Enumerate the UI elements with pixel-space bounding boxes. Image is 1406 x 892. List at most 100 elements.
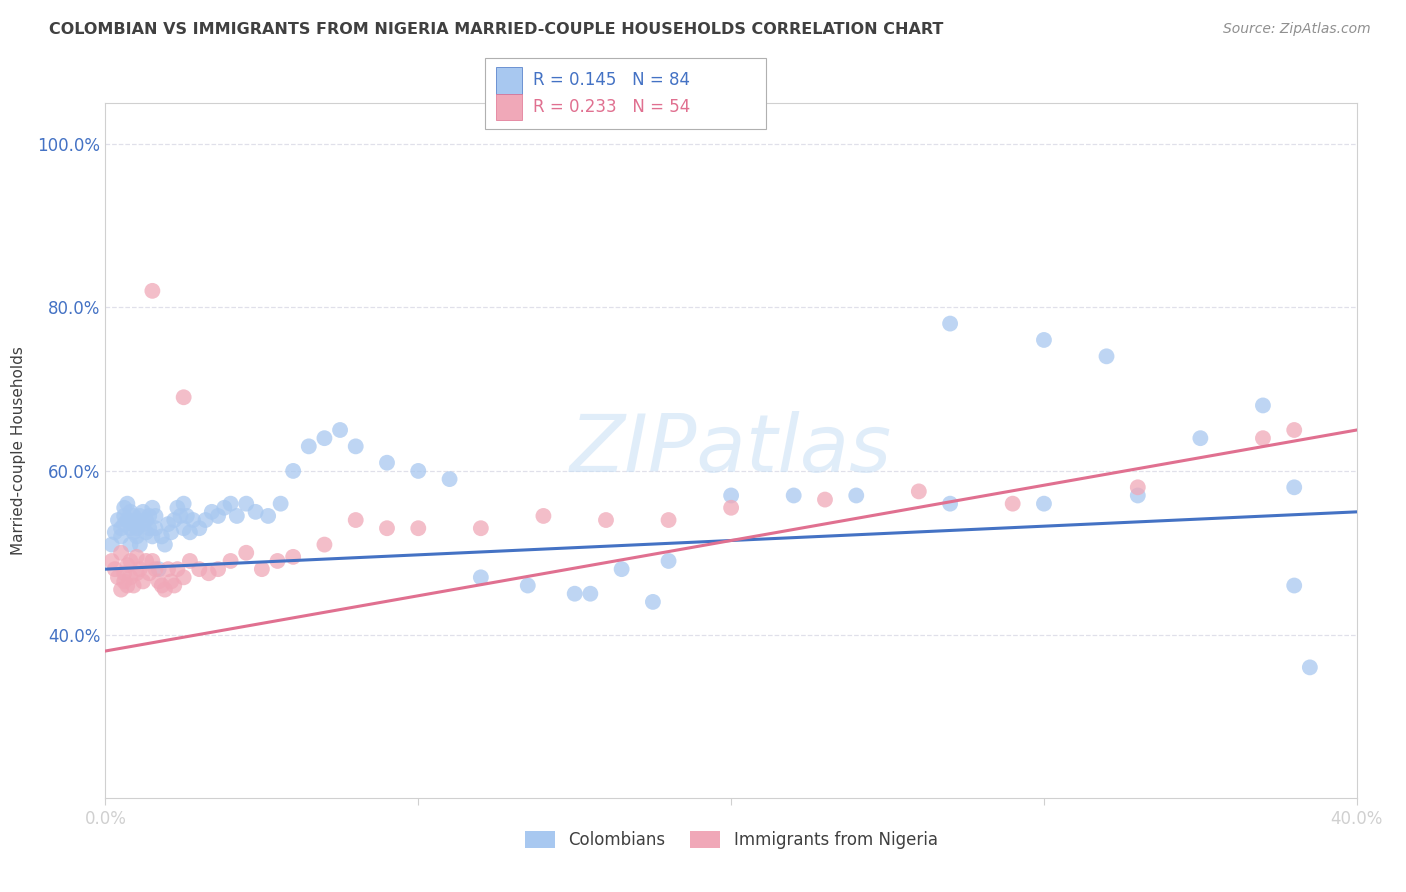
Point — [207, 562, 229, 576]
Point — [125, 529, 148, 543]
Point — [173, 390, 195, 404]
Point — [181, 513, 204, 527]
Point — [344, 513, 367, 527]
Point — [117, 513, 139, 527]
Point — [153, 538, 176, 552]
Point — [132, 517, 155, 532]
Point — [148, 574, 170, 589]
Point — [235, 497, 257, 511]
Point — [1032, 333, 1054, 347]
Point — [720, 500, 742, 515]
Point — [110, 521, 132, 535]
Point — [720, 488, 742, 502]
Point — [1001, 497, 1024, 511]
Point — [138, 508, 160, 523]
Point — [188, 521, 211, 535]
Point — [122, 578, 145, 592]
Point — [1251, 431, 1274, 445]
Point — [298, 439, 321, 453]
Point — [344, 439, 367, 453]
Point — [166, 562, 188, 576]
Point — [166, 500, 188, 515]
Point — [194, 513, 217, 527]
Point — [107, 570, 129, 584]
Point — [939, 317, 962, 331]
Point — [150, 578, 173, 592]
Point — [122, 517, 145, 532]
Text: R = 0.233   N = 54: R = 0.233 N = 54 — [533, 98, 690, 116]
Point — [100, 554, 122, 568]
Point — [135, 513, 157, 527]
Point — [125, 566, 148, 581]
Point — [122, 508, 145, 523]
Point — [110, 546, 132, 560]
Point — [120, 505, 142, 519]
Point — [120, 538, 142, 552]
Point — [219, 554, 242, 568]
Point — [112, 566, 135, 581]
Point — [145, 508, 167, 523]
Point — [122, 525, 145, 540]
Point — [314, 431, 336, 445]
Point — [173, 570, 195, 584]
Point — [1095, 349, 1118, 363]
Point — [188, 562, 211, 576]
Point — [128, 562, 150, 576]
Point — [104, 562, 127, 576]
Point — [112, 500, 135, 515]
Point — [128, 538, 150, 552]
Legend: Colombians, Immigrants from Nigeria: Colombians, Immigrants from Nigeria — [517, 824, 945, 856]
Point — [179, 554, 201, 568]
Point — [138, 566, 160, 581]
Point — [1299, 660, 1322, 674]
Point — [163, 513, 186, 527]
Point — [148, 562, 170, 576]
Point — [125, 549, 148, 564]
Point — [1126, 488, 1149, 502]
Point — [408, 464, 430, 478]
Point — [176, 508, 198, 523]
Point — [173, 497, 195, 511]
Text: COLOMBIAN VS IMMIGRANTS FROM NIGERIA MARRIED-COUPLE HOUSEHOLDS CORRELATION CHART: COLOMBIAN VS IMMIGRANTS FROM NIGERIA MAR… — [49, 22, 943, 37]
Point — [160, 574, 183, 589]
Point — [132, 574, 155, 589]
Point — [163, 578, 186, 592]
Point — [814, 492, 837, 507]
Text: ZIPatlas: ZIPatlas — [569, 411, 893, 490]
Point — [120, 570, 142, 584]
Point — [641, 595, 664, 609]
Point — [141, 500, 163, 515]
Point — [564, 587, 586, 601]
Point — [270, 497, 292, 511]
Point — [908, 484, 931, 499]
Point — [658, 554, 681, 568]
Point — [112, 508, 135, 523]
Point — [138, 521, 160, 535]
Point — [257, 508, 280, 523]
Point — [470, 570, 492, 584]
Y-axis label: Married-couple Households: Married-couple Households — [11, 346, 27, 555]
Point — [1282, 480, 1305, 494]
Point — [125, 521, 148, 535]
Point — [112, 517, 135, 532]
Point — [157, 517, 180, 532]
Point — [266, 554, 288, 568]
Point — [117, 558, 139, 572]
Point — [533, 508, 555, 523]
Point — [141, 529, 163, 543]
Point — [214, 500, 236, 515]
Point — [173, 521, 195, 535]
Point — [595, 513, 617, 527]
Text: Source: ZipAtlas.com: Source: ZipAtlas.com — [1223, 22, 1371, 37]
Point — [610, 562, 633, 576]
Point — [112, 574, 135, 589]
Point — [1032, 497, 1054, 511]
Point — [110, 529, 132, 543]
Point — [579, 587, 602, 601]
Point — [939, 497, 962, 511]
Point — [408, 521, 430, 535]
Point — [1282, 578, 1305, 592]
Point — [120, 554, 142, 568]
Point — [169, 508, 191, 523]
Text: R = 0.145   N = 84: R = 0.145 N = 84 — [533, 71, 690, 89]
